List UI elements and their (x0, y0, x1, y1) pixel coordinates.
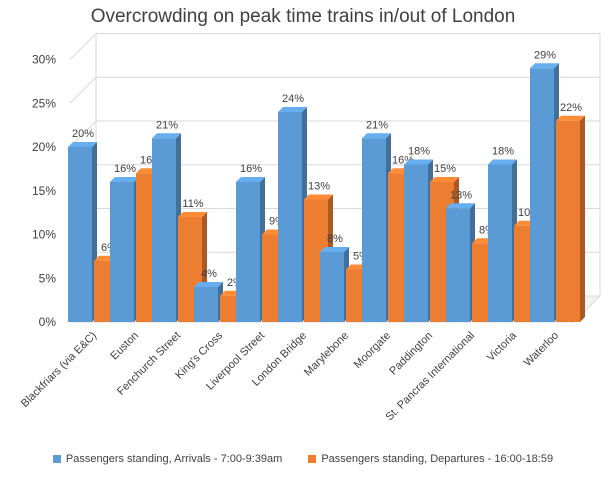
bar-arrivals (362, 138, 386, 322)
data-label: 13% (450, 189, 472, 201)
y-tick-label: 5% (39, 271, 57, 285)
bar-departures (556, 121, 580, 322)
data-label: 21% (156, 119, 178, 131)
x-tick-label: St. Pancras International (383, 330, 477, 424)
gridline-side (70, 34, 96, 60)
bar-top (556, 116, 585, 121)
y-tick-label: 25% (32, 96, 56, 110)
bar-top (488, 160, 517, 165)
bar-top (236, 177, 265, 182)
bar-arrivals (530, 68, 554, 322)
bar-top (152, 133, 181, 138)
bar-top (446, 203, 475, 208)
bar-top (194, 282, 223, 287)
legend-item-departures[interactable]: Passengers standing, Departures - 16:00-… (308, 453, 553, 465)
legend-label-arrivals: Passengers standing, Arrivals - 7:00-9:3… (66, 453, 282, 465)
x-tick-label: Marylebone (302, 330, 351, 379)
data-label: 20% (72, 128, 94, 140)
data-label: 15% (434, 163, 456, 175)
y-tick-label: 20% (32, 140, 56, 154)
data-label: 16% (240, 163, 262, 175)
bar-chart: 0%5%10%15%20%25%30%20%6%Blackfriars (via… (0, 0, 606, 477)
bar-top (404, 160, 433, 165)
bar-top (530, 63, 559, 68)
bar-arrivals (152, 138, 176, 322)
legend-item-arrivals[interactable]: Passengers standing, Arrivals - 7:00-9:3… (53, 453, 282, 465)
x-tick-label: Euston (108, 330, 141, 363)
bar-arrivals (110, 182, 134, 322)
x-tick-label: Blackfriars (via E&C) (19, 330, 99, 410)
bar-top (430, 177, 459, 182)
y-tick-label: 0% (39, 315, 57, 329)
chart-legend: Passengers standing, Arrivals - 7:00-9:3… (0, 453, 606, 465)
gridline-side (70, 77, 96, 103)
data-label: 11% (182, 198, 203, 210)
data-label: 8% (327, 233, 343, 245)
legend-swatch-arrivals (53, 455, 61, 463)
data-label: 21% (366, 119, 388, 131)
bar-arrivals (236, 182, 260, 322)
bar-top (278, 107, 307, 112)
bar-top (110, 177, 139, 182)
data-label: 18% (408, 146, 430, 158)
x-tick-label: Waterloo (522, 330, 561, 369)
y-tick-label: 10% (32, 228, 56, 242)
bar-arrivals (404, 165, 428, 323)
legend-label-departures: Passengers standing, Departures - 16:00-… (321, 453, 553, 465)
y-tick-label: 30% (32, 53, 56, 67)
bar-top (304, 195, 333, 200)
data-label: 16% (114, 163, 136, 175)
data-label: 18% (492, 146, 514, 158)
x-tick-label: Victoria (485, 329, 520, 364)
bar-top (320, 247, 349, 252)
bar-top (68, 142, 97, 147)
bar-arrivals (446, 208, 470, 322)
bar-arrivals (68, 147, 92, 322)
bar-arrivals (278, 112, 302, 322)
x-tick-label: Moorgate (352, 330, 393, 371)
bar-top (178, 212, 207, 217)
legend-swatch-departures (308, 455, 316, 463)
bar-arrivals (320, 252, 344, 322)
data-label: 29% (534, 49, 556, 61)
data-label: 22% (560, 102, 582, 114)
data-label: 24% (282, 93, 304, 105)
data-label: 13% (308, 181, 330, 193)
bar-side (580, 116, 585, 322)
bar-arrivals (194, 287, 218, 322)
y-tick-label: 15% (32, 184, 56, 198)
bar-top (362, 133, 391, 138)
data-label: 4% (201, 268, 217, 280)
bar-arrivals (488, 165, 512, 323)
